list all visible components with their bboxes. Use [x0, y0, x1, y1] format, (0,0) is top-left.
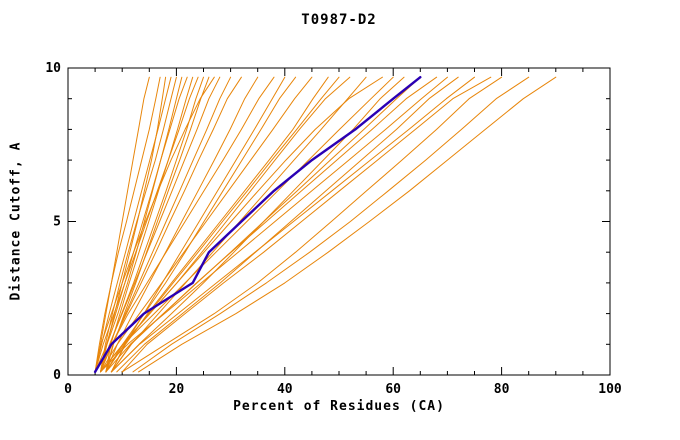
- x-tick-label: 20: [169, 382, 185, 397]
- chart-title: T0987-D2: [301, 12, 377, 28]
- model-curve: [94, 76, 215, 373]
- x-tick-label: 40: [277, 382, 293, 397]
- model-curve: [105, 76, 297, 373]
- model-curve: [100, 76, 242, 373]
- x-tick-label: 80: [494, 382, 510, 397]
- model-curve: [132, 76, 530, 373]
- y-axis-label: Distance Cutoff, A: [8, 141, 24, 301]
- model-curve: [100, 76, 313, 373]
- model-curve: [105, 76, 194, 373]
- model-curve: [94, 76, 199, 373]
- model-curve: [105, 76, 383, 373]
- model-curve: [110, 76, 405, 373]
- x-tick-label: 100: [598, 382, 622, 397]
- model-curve: [116, 76, 459, 373]
- model-curve: [100, 76, 167, 373]
- model-curve: [105, 76, 210, 373]
- model-curve: [94, 76, 150, 373]
- model-curve: [100, 76, 221, 373]
- y-tick-label: 0: [53, 368, 61, 383]
- model-curve: [100, 76, 448, 373]
- model-curve: [138, 76, 557, 373]
- model-curve: [121, 76, 492, 373]
- x-tick-label: 60: [385, 382, 401, 397]
- model-curve: [100, 76, 394, 373]
- model-curve: [110, 76, 475, 373]
- model-curve: [100, 76, 275, 373]
- x-tick-label: 0: [64, 382, 72, 397]
- x-axis-label: Percent of Residues (CA): [233, 399, 445, 414]
- model-curve: [121, 76, 503, 373]
- model-curve: [94, 76, 183, 373]
- y-tick-label: 5: [53, 215, 61, 230]
- y-tick-label: 10: [45, 61, 61, 76]
- model-curve: [105, 76, 259, 373]
- highlighted-model-curve: [93, 75, 422, 374]
- model-curve: [105, 76, 340, 373]
- model-curve: [100, 76, 188, 373]
- model-curve: [94, 76, 161, 373]
- model-curve: [94, 76, 172, 373]
